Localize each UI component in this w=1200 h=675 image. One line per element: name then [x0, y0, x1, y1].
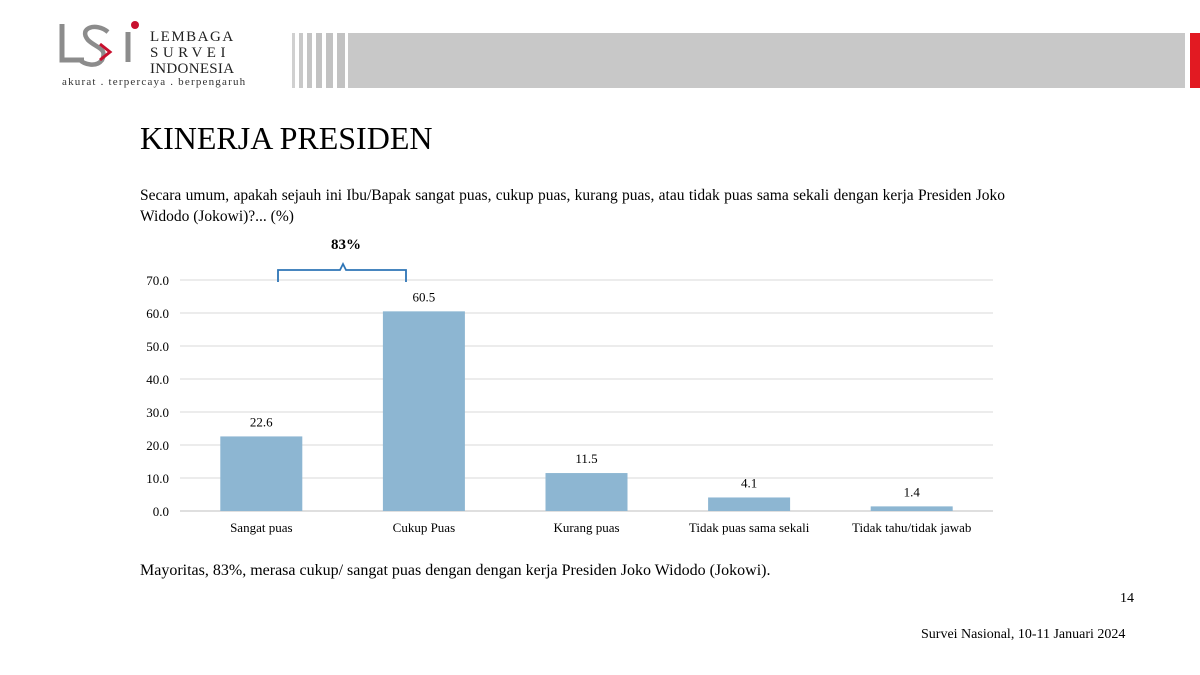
bar [545, 473, 628, 511]
header-stripes [292, 33, 345, 88]
bar [220, 436, 303, 511]
logo-tagline: akurat . terpercaya . berpengaruh [62, 76, 247, 88]
bar-value-label: 22.6 [250, 414, 273, 429]
y-tick-label: 0.0 [153, 504, 169, 519]
lsi-logo: LEMBAGA SURVEI INDONESIA akurat . terper… [50, 18, 270, 92]
y-tick-label: 60.0 [146, 306, 169, 321]
bar [382, 311, 465, 511]
logo-text-survei: SURVEI [150, 45, 230, 61]
logo-text-indonesia: INDONESIA [150, 61, 235, 77]
summary-text: Mayoritas, 83%, merasa cukup/ sangat pua… [140, 562, 771, 579]
header-gray-bar [348, 33, 1185, 88]
x-category-label: Tidak tahu/tidak jawab [852, 520, 971, 535]
bar-value-label: 1.4 [904, 484, 921, 499]
annotation-83-percent: 83% [277, 237, 407, 282]
x-category-label: Cukup Puas [393, 520, 455, 535]
y-tick-label: 20.0 [146, 438, 169, 453]
x-category-label: Tidak puas sama sekali [689, 520, 810, 535]
bar-value-label: 4.1 [741, 475, 757, 490]
y-tick-label: 40.0 [146, 372, 169, 387]
y-tick-label: 30.0 [146, 405, 169, 420]
bar-value-label: 11.5 [575, 451, 597, 466]
page-number: 14 [1120, 591, 1134, 606]
y-tick-label: 50.0 [146, 339, 169, 354]
annotation-brace [277, 261, 407, 282]
bar [708, 497, 791, 511]
bar [870, 506, 953, 511]
bar-value-label: 60.5 [413, 289, 436, 304]
y-axis-ticks: 0.0 10.0 20.0 30.0 40.0 50.0 60.0 70.0 [146, 273, 169, 519]
x-category-label: Sangat puas [230, 520, 292, 535]
bars: 22.6 60.5 11.5 4.1 1.4 [220, 289, 953, 511]
y-tick-label: 10.0 [146, 471, 169, 486]
page-title: KINERJA PRESIDEN [140, 120, 433, 156]
bar-chart-svg: 22.6 60.5 11.5 4.1 1.4 0.0 10.0 20.0 30.0 40.0 50… [146, 237, 993, 535]
x-category-label: Kurang puas [553, 520, 619, 535]
annotation-label: 83% [331, 237, 361, 253]
survey-question: Secara umum, apakah sejauh ini Ibu/Bapak… [140, 187, 1005, 225]
y-tick-label: 70.0 [146, 273, 169, 288]
footer-survey-note: Survei Nasional, 10-11 Januari 2024 [921, 627, 1126, 642]
lsi-logo-mark [59, 21, 139, 67]
header-red-accent [1190, 33, 1200, 88]
header-band [292, 33, 1185, 88]
x-axis-labels: Sangat puas Cukup Puas Kurang puas Tidak pu… [230, 520, 971, 535]
logo-text-lembaga: LEMBAGA [150, 29, 235, 45]
